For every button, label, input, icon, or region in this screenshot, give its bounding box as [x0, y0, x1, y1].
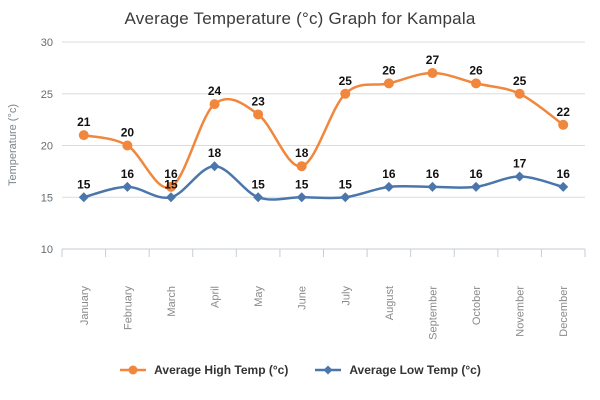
low-series-line-diamond-icon	[315, 365, 342, 375]
data-point-marker[interactable]	[427, 68, 438, 79]
series-line	[82, 164, 565, 201]
data-label: 16	[557, 167, 571, 181]
data-label: 15	[251, 177, 265, 191]
data-point-marker[interactable]	[471, 181, 482, 192]
y-tick-label: 25	[41, 89, 53, 101]
data-point-marker[interactable]	[514, 88, 525, 99]
data-point-marker[interactable]	[558, 119, 569, 130]
data-point-marker[interactable]	[209, 161, 220, 172]
data-label: 24	[208, 84, 222, 98]
legend-item-average-low-temp[interactable]: Average Low Temp (°c)	[314, 363, 481, 377]
data-label: 15	[164, 177, 178, 191]
y-tick-label: 15	[41, 192, 53, 204]
y-tick-label: 10	[41, 244, 53, 256]
data-label: 15	[77, 177, 91, 191]
y-tick-label: 30	[41, 37, 53, 49]
x-category-label: February	[122, 286, 134, 331]
x-category-label: August	[384, 286, 396, 320]
data-point-marker[interactable]	[558, 181, 569, 192]
data-label: 18	[208, 146, 222, 160]
data-point-marker[interactable]	[296, 192, 307, 203]
data-point-marker[interactable]	[253, 192, 264, 203]
data-label: 26	[469, 63, 483, 77]
x-category-label: April	[210, 286, 222, 308]
data-label: 25	[339, 74, 353, 88]
data-point-marker[interactable]	[78, 192, 89, 203]
y-tick-label: 20	[41, 141, 53, 153]
data-point-marker[interactable]	[514, 171, 525, 182]
data-point-marker[interactable]	[340, 192, 351, 203]
series-line	[82, 71, 565, 189]
y-axis-title: Temperature (°c)	[7, 104, 19, 186]
data-label: 23	[251, 94, 265, 108]
data-label: 16	[382, 167, 396, 181]
x-category-label: November	[515, 286, 527, 337]
data-point-marker[interactable]	[122, 181, 133, 192]
data-point-marker[interactable]	[383, 181, 394, 192]
data-point-marker[interactable]	[165, 181, 176, 192]
data-point-marker[interactable]	[296, 161, 307, 172]
data-point-marker[interactable]	[253, 109, 264, 120]
x-category-label: July	[340, 286, 352, 306]
chart-legend: Average High Temp (°c) Average Low Temp …	[0, 363, 600, 377]
data-point-marker[interactable]	[383, 78, 394, 89]
chart-title: Average Temperature (°c) Graph for Kampa…	[124, 9, 476, 28]
data-label: 21	[77, 115, 91, 129]
x-category-label: May	[253, 286, 265, 307]
data-label: 16	[121, 167, 135, 181]
high-series-line-circle-icon	[120, 365, 147, 375]
data-point-marker[interactable]	[165, 192, 176, 203]
data-point-marker[interactable]	[471, 78, 482, 89]
data-point-marker[interactable]	[122, 140, 133, 151]
temperature-line-chart[interactable]: 10 15 20 25 30 January February March April May Ju…	[0, 29, 600, 364]
data-point-marker[interactable]	[78, 130, 89, 141]
data-label: 15	[339, 177, 353, 191]
data-label: 16	[164, 167, 178, 181]
data-point-marker[interactable]	[209, 99, 220, 110]
legend-label-average-high-temp: Average High Temp (°c)	[154, 363, 289, 377]
legend-label-average-low-temp: Average Low Temp (°c)	[349, 363, 481, 377]
x-category-label: October	[471, 286, 483, 325]
data-label: 16	[426, 167, 440, 181]
legend-item-average-high-temp[interactable]: Average High Temp (°c)	[119, 363, 288, 377]
data-label: 26	[382, 63, 396, 77]
x-category-label: March	[166, 286, 178, 317]
data-label: 15	[295, 177, 309, 191]
data-label: 18	[295, 146, 309, 160]
data-label: 22	[557, 105, 571, 119]
data-point-marker[interactable]	[340, 88, 351, 99]
data-label: 17	[513, 157, 527, 171]
x-category-label: December	[558, 286, 570, 337]
x-category-label: September	[427, 286, 439, 340]
data-label: 16	[469, 167, 483, 181]
x-category-label: June	[297, 286, 309, 310]
x-category-label: January	[79, 286, 91, 326]
data-label: 25	[513, 74, 527, 88]
data-point-marker[interactable]	[427, 181, 438, 192]
data-label: 20	[121, 126, 135, 140]
data-label: 27	[426, 53, 440, 67]
